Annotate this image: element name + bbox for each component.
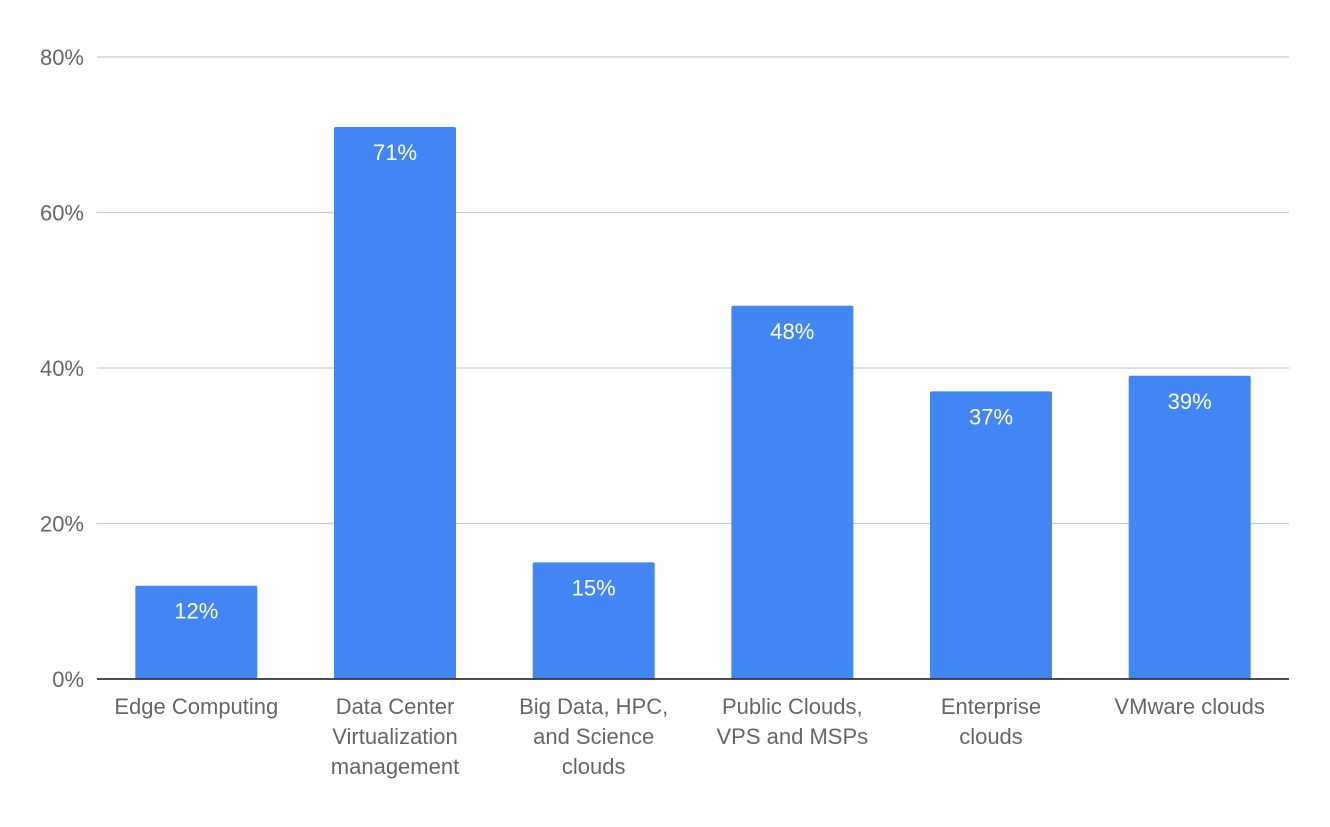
x-tick-label: clouds [562, 754, 626, 779]
bar [135, 585, 258, 679]
data-label: 12% [174, 599, 218, 624]
bar [731, 305, 854, 679]
x-tick-label: clouds [959, 724, 1023, 749]
x-tick-label: Edge Computing [114, 694, 278, 719]
data-label: 71% [373, 140, 417, 165]
x-tick-label: management [331, 754, 459, 779]
y-tick-label: 20% [40, 512, 84, 537]
x-tick-label: Enterprise [941, 694, 1041, 719]
x-tick-label: Public Clouds, [722, 694, 863, 719]
y-tick-label: 0% [52, 667, 84, 692]
y-axis-ticks: 0% 20% 40% 60% 80% [40, 45, 84, 692]
bars [135, 126, 1251, 680]
bar [532, 562, 655, 679]
data-label: 48% [770, 319, 814, 344]
y-tick-label: 80% [40, 45, 84, 70]
x-tick-label: Virtualization [332, 724, 458, 749]
x-tick-label: and Science [533, 724, 654, 749]
bar [1128, 375, 1251, 679]
category-labels: Edge Computing Data Center Virtualization m… [114, 694, 1264, 779]
data-label: 37% [969, 404, 1013, 429]
data-label: 39% [1168, 389, 1212, 414]
x-tick-label: Big Data, HPC, [519, 694, 668, 719]
y-tick-label: 60% [40, 201, 84, 226]
x-tick-label: Data Center [336, 694, 455, 719]
data-label: 15% [572, 575, 616, 600]
x-tick-label: VPS and MSPs [717, 724, 869, 749]
gridlines [97, 56, 1289, 525]
x-tick-label: VMware clouds [1114, 694, 1264, 719]
data-labels: 12% 71% 15% 48% 37% 39% [174, 140, 1211, 624]
bar [930, 391, 1052, 679]
y-tick-label: 40% [40, 356, 84, 381]
bar [334, 126, 456, 680]
